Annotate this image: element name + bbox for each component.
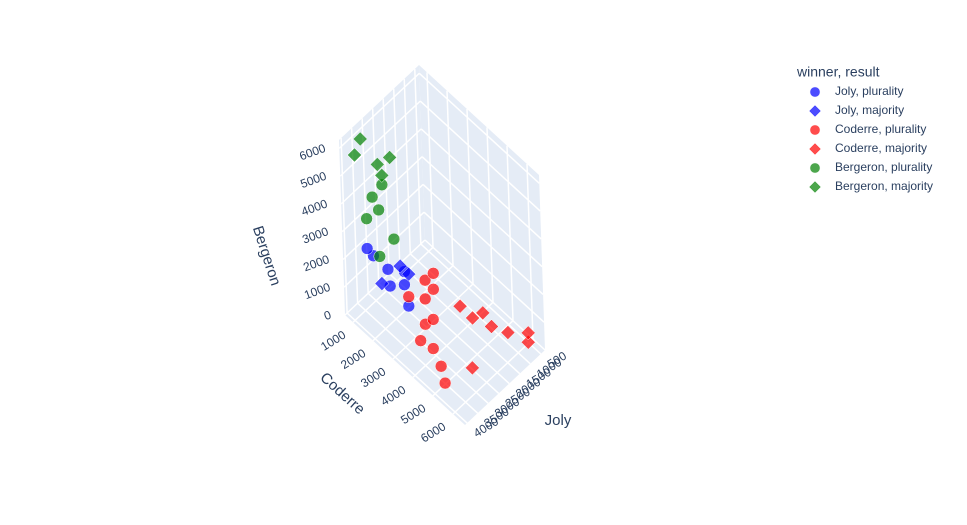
grid-line <box>466 108 474 285</box>
marker <box>381 263 395 276</box>
marker <box>392 258 408 274</box>
grid-line <box>343 211 425 288</box>
grid-line <box>357 302 479 414</box>
wall <box>419 65 545 350</box>
legend-label: Coderre, plurality <box>835 122 926 136</box>
grid-line <box>340 138 348 314</box>
grid-line <box>418 72 540 184</box>
marker <box>373 250 386 263</box>
z-axis-title: Bergeron <box>249 224 284 288</box>
marker <box>360 242 374 255</box>
grid-line <box>361 118 369 294</box>
legend-label: Joly, plurality <box>835 84 903 98</box>
marker <box>418 273 432 287</box>
grid-line <box>341 156 423 233</box>
x-axis-title: Joly <box>545 412 572 429</box>
grid-line <box>420 243 542 355</box>
grid-line <box>486 127 494 303</box>
legend-marker <box>809 124 821 136</box>
grid-line <box>421 156 543 268</box>
z-tick-label: 2000 <box>301 252 331 274</box>
marker <box>438 376 452 390</box>
grid-line <box>420 128 542 240</box>
legend-marker <box>809 162 821 174</box>
marker <box>352 131 368 147</box>
z-tick-label: 0 <box>322 308 333 324</box>
z-tick-label: 6000 <box>298 141 328 163</box>
legend-marker <box>808 142 822 156</box>
marker <box>374 168 390 183</box>
z-tick-label: 4000 <box>299 196 329 218</box>
marker <box>365 190 379 204</box>
marker <box>475 305 491 321</box>
z-tick-label: 5000 <box>298 169 328 191</box>
y-tick-label: 4000 <box>378 383 408 409</box>
grid-line <box>419 100 541 212</box>
marker <box>452 298 468 314</box>
grid-line <box>426 72 434 248</box>
grid-line <box>403 78 412 254</box>
marker <box>427 313 440 326</box>
y-tick-label: 6000 <box>418 419 448 445</box>
legend-label: Bergeron, plurality <box>835 160 932 174</box>
grid-line <box>506 145 514 321</box>
marker <box>500 325 516 340</box>
grid-line <box>338 72 420 149</box>
marker <box>414 334 427 347</box>
marker <box>369 157 385 172</box>
marker <box>374 276 390 291</box>
grid-line <box>526 163 534 340</box>
marker <box>382 150 397 165</box>
y-tick-label: 5000 <box>398 401 428 427</box>
marker <box>387 232 401 246</box>
y-tick-label: 1000 <box>318 328 348 354</box>
marker <box>347 147 362 163</box>
grid-line <box>392 88 401 264</box>
legend-marker <box>808 104 822 118</box>
marker <box>465 360 480 376</box>
legend-title: winner, result <box>796 64 880 80</box>
grid-line <box>452 338 534 415</box>
z-tick-label: 1000 <box>302 280 332 302</box>
marker <box>427 342 440 355</box>
legend-marker <box>809 86 821 98</box>
grid-line <box>342 183 424 260</box>
grid-line <box>378 282 500 394</box>
marker <box>484 319 499 334</box>
legend-marker <box>808 180 822 194</box>
scene: 5001000150020002500300035004000100020003… <box>298 65 569 445</box>
legend-label: Coderre, majority <box>835 141 927 155</box>
marker <box>520 325 536 341</box>
grid-line <box>344 239 426 316</box>
marker <box>360 212 373 225</box>
legend-label: Bergeron, majority <box>835 179 933 193</box>
marker <box>401 266 417 282</box>
marker <box>434 360 448 373</box>
marker <box>427 283 440 296</box>
y-tick-label: 2000 <box>338 346 368 372</box>
grid-line <box>414 68 422 244</box>
grid-line <box>423 211 545 323</box>
z-tick-label: 3000 <box>300 224 330 246</box>
marker <box>398 278 411 291</box>
y-tick-label: 3000 <box>358 364 388 390</box>
marker <box>520 334 536 350</box>
marker <box>372 203 385 217</box>
legend-label: Joly, majority <box>835 103 904 117</box>
marker <box>419 292 432 306</box>
grid-line <box>346 312 468 424</box>
marker <box>465 310 480 326</box>
marker <box>427 267 440 280</box>
grid-line <box>339 100 421 177</box>
grid-line <box>422 183 544 295</box>
marker <box>402 290 415 303</box>
grid-line <box>446 90 454 266</box>
